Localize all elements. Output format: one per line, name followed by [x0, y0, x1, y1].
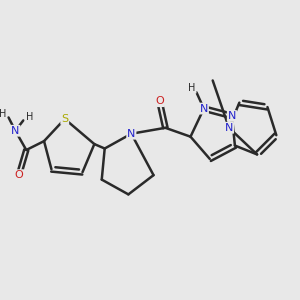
Text: N: N — [228, 111, 236, 121]
Text: H: H — [188, 83, 196, 93]
Text: H: H — [0, 110, 6, 119]
Text: H: H — [26, 112, 33, 122]
Text: N: N — [225, 123, 233, 133]
Text: N: N — [200, 103, 208, 114]
Text: O: O — [14, 170, 23, 180]
Text: S: S — [61, 114, 68, 124]
Text: O: O — [155, 96, 164, 106]
Text: N: N — [127, 129, 136, 139]
Text: N: N — [11, 126, 20, 136]
